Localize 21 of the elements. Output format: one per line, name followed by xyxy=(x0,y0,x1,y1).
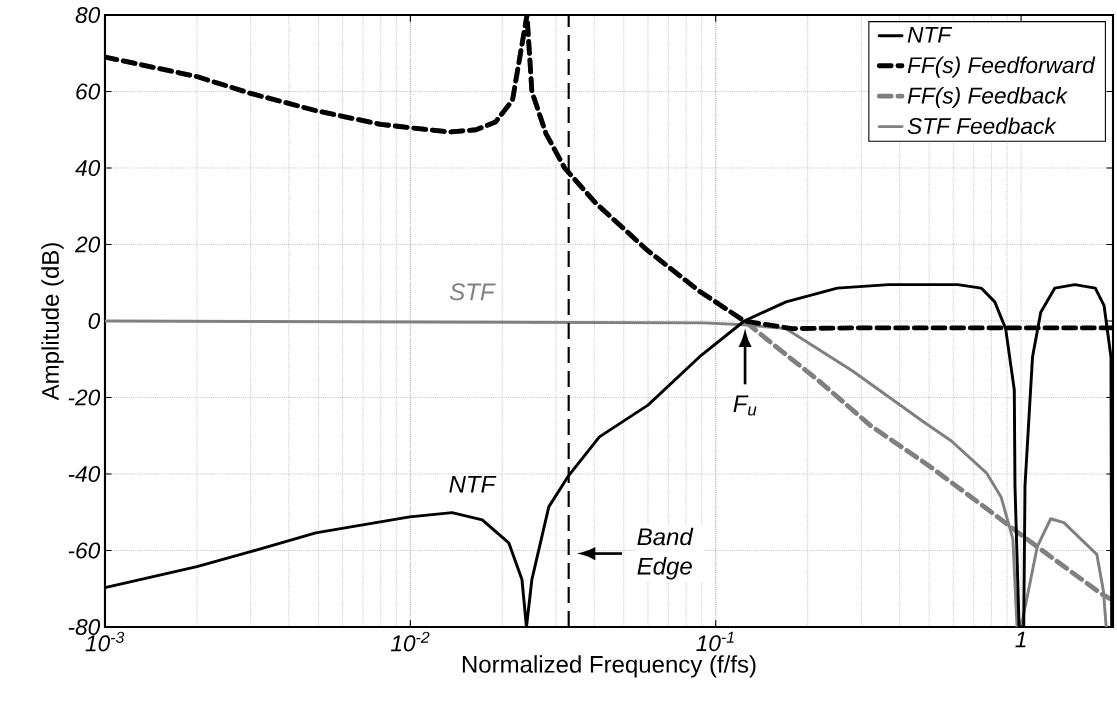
y-tick-label: 0 xyxy=(88,312,101,330)
y-tick-label: -40 xyxy=(68,465,101,483)
y-tick-label: -20 xyxy=(68,389,101,406)
legend-label: NTF xyxy=(907,26,953,43)
y-tick-label: 60 xyxy=(76,83,101,100)
y-tick-label: -60 xyxy=(68,542,101,559)
x-tick-label: 1 xyxy=(1015,631,1026,648)
legend-label: STF Feedback xyxy=(907,117,1057,135)
y-tick-label: 20 xyxy=(74,236,101,253)
y-axis-title: Amplitude (dB) xyxy=(41,243,64,401)
y-tick-label: 80 xyxy=(75,6,101,24)
legend-label: FF(s) Feedback xyxy=(907,86,1068,109)
x-tick-label: 10$^{-1}$ xyxy=(696,631,734,652)
ref-line-label: Band Edge xyxy=(637,527,694,580)
annotation: F$_{u}$ xyxy=(733,395,757,416)
x-axis-title: Normalized Frequency (f/fs) xyxy=(462,655,756,678)
annotation: NTF xyxy=(449,476,497,493)
annotation: STF xyxy=(449,283,496,301)
x-tick-label: 10$^{-2}$ xyxy=(390,631,430,652)
legend-label: FF(s) Feedforward xyxy=(907,56,1096,78)
y-tick-label: 40 xyxy=(75,159,101,177)
